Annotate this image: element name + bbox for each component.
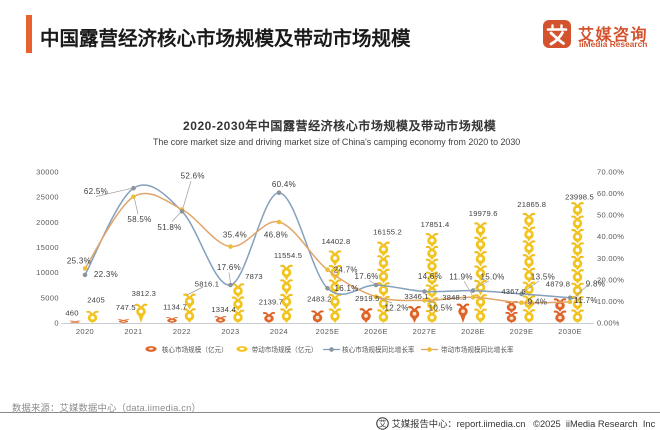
svg-text:70.00%: 70.00%: [597, 168, 624, 177]
svg-text:17.6%: 17.6%: [355, 272, 379, 281]
svg-text:19979.6: 19979.6: [469, 209, 498, 218]
svg-text:60.4%: 60.4%: [272, 180, 296, 189]
svg-text:9.4%: 9.4%: [528, 297, 547, 306]
svg-text:11.9%: 11.9%: [449, 272, 473, 281]
svg-text:40.00%: 40.00%: [597, 232, 624, 241]
svg-text:2029E: 2029E: [510, 327, 534, 336]
svg-text:21865.8: 21865.8: [517, 200, 546, 209]
svg-text:51.8%: 51.8%: [157, 223, 181, 232]
svg-text:52.6%: 52.6%: [181, 172, 205, 181]
svg-text:747.5: 747.5: [116, 303, 136, 312]
svg-text:25000: 25000: [36, 193, 59, 202]
svg-text:2022: 2022: [173, 327, 191, 336]
svg-text:2025E: 2025E: [316, 327, 340, 336]
svg-text:13.5%: 13.5%: [531, 272, 555, 281]
svg-text:3346.1: 3346.1: [404, 292, 428, 301]
svg-text:2919.5: 2919.5: [355, 294, 379, 303]
svg-text:16155.2: 16155.2: [373, 228, 402, 237]
svg-text:7873: 7873: [245, 272, 263, 281]
svg-text:2020: 2020: [76, 327, 94, 336]
svg-text:10.5%: 10.5%: [429, 304, 453, 313]
svg-text:9.8%: 9.8%: [586, 279, 605, 288]
svg-text:14402.8: 14402.8: [322, 237, 351, 246]
svg-text:2139.7: 2139.7: [259, 298, 283, 307]
svg-text:58.5%: 58.5%: [127, 215, 151, 224]
svg-text:2483.2: 2483.2: [307, 295, 331, 304]
svg-text:1334.4: 1334.4: [211, 305, 235, 314]
svg-text:11554.5: 11554.5: [274, 251, 302, 260]
svg-text:16.1%: 16.1%: [335, 284, 359, 293]
svg-text:10.00%: 10.00%: [597, 297, 624, 306]
svg-text:23998.5: 23998.5: [565, 193, 594, 202]
svg-text:11.7%: 11.7%: [574, 296, 598, 305]
svg-text:2023: 2023: [221, 327, 239, 336]
svg-text:3848.3: 3848.3: [442, 293, 466, 302]
svg-text:30000: 30000: [36, 168, 59, 177]
svg-text:46.8%: 46.8%: [264, 230, 288, 239]
svg-text:4367.6: 4367.6: [501, 287, 525, 296]
svg-text:35.4%: 35.4%: [223, 231, 247, 240]
svg-text:460: 460: [65, 308, 78, 317]
svg-text:62.5%: 62.5%: [84, 187, 108, 196]
svg-text:0: 0: [54, 319, 59, 328]
svg-text:12.2%: 12.2%: [385, 304, 409, 313]
svg-text:5816.1: 5816.1: [195, 279, 219, 288]
svg-text:2027E: 2027E: [413, 327, 437, 336]
svg-text:15000: 15000: [36, 243, 59, 252]
svg-text:2028E: 2028E: [461, 327, 485, 336]
svg-text:1134.7: 1134.7: [163, 303, 187, 312]
svg-text:20.00%: 20.00%: [597, 275, 624, 284]
svg-text:20000: 20000: [36, 218, 59, 227]
svg-text:22.3%: 22.3%: [94, 270, 118, 279]
svg-text:25.3%: 25.3%: [67, 256, 91, 265]
svg-text:60.00%: 60.00%: [597, 189, 624, 198]
svg-text:30.00%: 30.00%: [597, 254, 624, 263]
svg-text:15.0%: 15.0%: [481, 272, 505, 281]
svg-text:2026E: 2026E: [364, 327, 388, 336]
svg-text:2024: 2024: [270, 327, 288, 336]
svg-text:10000: 10000: [36, 268, 59, 277]
svg-text:0.00%: 0.00%: [597, 319, 620, 328]
svg-text:2405: 2405: [87, 296, 105, 305]
svg-text:24.7%: 24.7%: [334, 266, 358, 275]
svg-text:艾: 艾: [379, 419, 387, 428]
svg-text:17851.4: 17851.4: [421, 220, 450, 229]
svg-text:4879.8: 4879.8: [546, 279, 570, 288]
svg-text:14.6%: 14.6%: [418, 272, 442, 281]
svg-text:5000: 5000: [41, 293, 59, 302]
svg-text:17.6%: 17.6%: [217, 263, 241, 272]
svg-text:3812.3: 3812.3: [132, 289, 156, 298]
svg-text:2030E: 2030E: [558, 327, 582, 336]
svg-text:2021: 2021: [124, 327, 142, 336]
svg-text:50.00%: 50.00%: [597, 211, 624, 220]
